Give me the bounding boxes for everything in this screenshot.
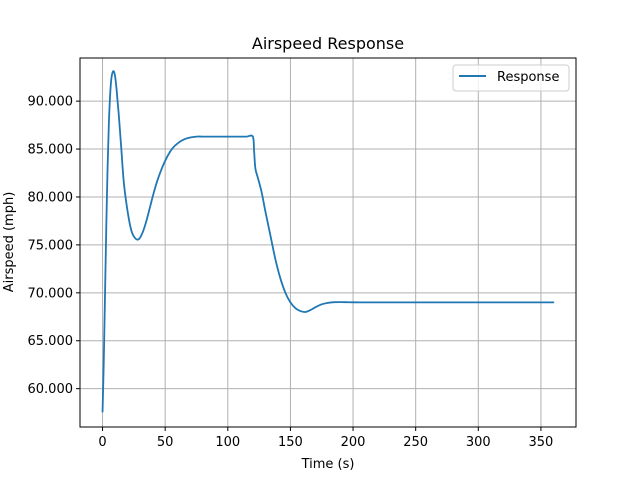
y-tick-label: 70.000: [28, 286, 74, 301]
x-tick-label: 350: [529, 435, 554, 450]
x-tick-label: 150: [278, 435, 303, 450]
y-tick-label: 60.000: [28, 382, 74, 397]
plot-frame: [79, 57, 577, 428]
y-axis-label: Airspeed (mph): [2, 192, 17, 293]
legend-label-response: Response: [497, 70, 559, 85]
x-tick-label: 300: [466, 435, 491, 450]
y-tick-label: 90.000: [28, 95, 74, 110]
grid-lines: [80, 58, 576, 427]
x-axis-label: Time (s): [301, 457, 355, 472]
y-tick-label: 75.000: [28, 238, 74, 253]
y-tick-label: 65.000: [28, 334, 74, 349]
y-tick-label: 85.000: [28, 143, 74, 158]
x-axis: 0 50 100 150 200 250 300 350: [98, 427, 553, 450]
x-tick-label: 250: [403, 435, 428, 450]
series-layer: [101, 70, 555, 413]
x-tick-label: 200: [341, 435, 366, 450]
y-axis: 60.000 65.000 70.000 75.000 80.000 85.000 90.0…: [28, 95, 80, 397]
legend: Response: [452, 64, 570, 92]
chart-title: Airspeed Response: [252, 34, 404, 53]
legend-box: [452, 64, 570, 92]
x-tick-label: 50: [157, 435, 174, 450]
y-tick-label: 80.000: [28, 190, 74, 205]
x-tick-label: 100: [215, 435, 240, 450]
series-line-response: [101, 70, 555, 413]
x-tick-label: 0: [98, 435, 106, 450]
